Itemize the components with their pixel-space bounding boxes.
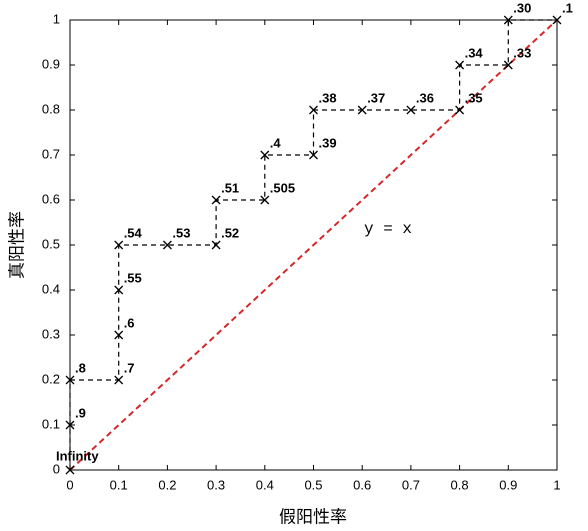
point-label: .1 [562, 0, 573, 15]
y-tick-label: 0.5 [42, 236, 60, 251]
point-label: .53 [172, 225, 190, 240]
y-tick-label: 0 [53, 461, 60, 476]
point-label: .9 [75, 405, 86, 420]
y-tick-label: 0.4 [42, 281, 60, 296]
x-tick-label: 0.2 [158, 477, 176, 492]
y-tick-label: 0.1 [42, 416, 60, 431]
point-marker [455, 105, 465, 115]
roc-line [69, 19, 557, 470]
point-label: .8 [75, 360, 86, 375]
reference-label: y = x [364, 220, 412, 238]
point-label: .54 [124, 225, 143, 240]
point-marker [357, 105, 367, 115]
point-label: .30 [513, 0, 531, 15]
y-tick-label: 0.3 [42, 326, 60, 341]
point-marker [211, 240, 221, 250]
x-tick-label: 0.3 [207, 477, 225, 492]
x-tick-label: 0.8 [451, 477, 469, 492]
point-label: .4 [270, 135, 282, 150]
x-tick-label: 0 [66, 477, 73, 492]
y-tick-label: 0.8 [42, 101, 60, 116]
point-label: .7 [124, 360, 135, 375]
point-marker [503, 15, 513, 25]
point-label: .33 [513, 45, 531, 60]
point-marker [65, 465, 75, 475]
x-axis-label: 假阳性率 [279, 507, 347, 526]
x-tick-label: 0.7 [402, 477, 420, 492]
point-marker [455, 60, 465, 70]
point-label: .52 [221, 225, 239, 240]
x-tick-label: 0.5 [304, 477, 322, 492]
point-marker [162, 240, 172, 250]
point-label: .505 [270, 180, 295, 195]
x-tick-label: 1 [553, 477, 560, 492]
y-tick-label: 0.7 [42, 146, 60, 161]
point-marker [503, 60, 513, 70]
point-marker [406, 105, 416, 115]
x-tick-label: 0.9 [499, 477, 517, 492]
point-marker [114, 285, 124, 295]
reference-line [69, 19, 558, 471]
y-tick-label: 0.9 [42, 56, 60, 71]
point-marker [114, 375, 124, 385]
x-tick-label: 0.4 [256, 477, 274, 492]
point-marker [114, 330, 124, 340]
point-label: .51 [221, 180, 239, 195]
point-label: .37 [367, 90, 385, 105]
y-tick-label: 0.6 [42, 191, 60, 206]
y-axis-label: 真阳性率 [7, 211, 26, 279]
point-label: .6 [124, 315, 135, 330]
point-marker [309, 150, 318, 160]
point-marker [65, 420, 75, 430]
point-label: .35 [465, 90, 483, 105]
point-marker [211, 195, 221, 205]
point-label: Infinity [56, 448, 99, 463]
point-marker [114, 240, 124, 250]
point-marker [260, 195, 270, 205]
y-tick-label: 0.2 [42, 371, 60, 386]
point-label: .34 [465, 45, 484, 60]
y-tick-label: 1 [53, 11, 60, 26]
point-label: .39 [319, 135, 337, 150]
point-marker [260, 150, 270, 160]
point-marker [552, 15, 562, 25]
x-tick-label: 0.6 [353, 477, 371, 492]
point-label: .55 [124, 270, 142, 285]
point-marker [309, 105, 318, 115]
point-marker [65, 375, 75, 385]
point-label: .38 [319, 90, 337, 105]
x-tick-label: 0.1 [110, 477, 128, 492]
point-label: .36 [416, 90, 434, 105]
